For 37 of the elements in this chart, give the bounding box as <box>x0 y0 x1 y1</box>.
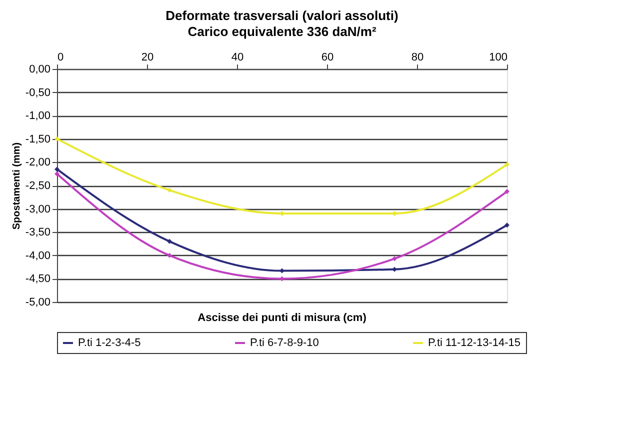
point <box>54 166 60 172</box>
point <box>54 136 60 142</box>
point <box>504 222 510 228</box>
point <box>504 189 510 194</box>
y-tick-label: -3,00 <box>25 203 50 216</box>
point <box>167 252 172 258</box>
legend-label: P.ti 1-2-3-4-5 <box>78 337 141 349</box>
y-tick-label: -1,50 <box>25 133 50 146</box>
point <box>392 266 397 272</box>
x-tick-label: 20 <box>141 52 154 64</box>
y-tick-label: -4,50 <box>25 273 50 286</box>
x-tick-label: 40 <box>231 52 244 64</box>
point <box>54 171 60 176</box>
point <box>392 256 397 262</box>
x-tick-label: 60 <box>321 52 334 64</box>
chart-title: Deformate trasversali (valori assoluti) <box>166 8 398 23</box>
y-tick-label: -3,50 <box>25 226 50 239</box>
y-tick-label: -4,00 <box>25 250 50 262</box>
x-tick-label: 0 <box>58 52 64 64</box>
point <box>280 268 284 274</box>
chart-subtitle: Carico equivalente 336 daN/m² <box>188 24 377 39</box>
y-tick-label: 0,00 <box>29 64 50 76</box>
point <box>504 162 510 168</box>
x-tick-label: 80 <box>411 52 424 64</box>
point <box>167 238 172 244</box>
y-tick-label: -0,50 <box>25 86 50 99</box>
legend-label: P.ti 6-7-8-9-10 <box>250 337 319 349</box>
y-tick-label: -5,00 <box>25 296 50 308</box>
point <box>167 188 172 193</box>
y-tick-label: -1,00 <box>25 110 50 122</box>
y-tick-label: -2,00 <box>25 156 50 169</box>
x-axis-title: Ascisse dei punti di misura (cm) <box>198 312 367 324</box>
x-tick-label: 100 <box>489 52 508 64</box>
point <box>280 276 284 282</box>
legend-label: P.ti 11-12-13-14-15 <box>428 337 521 349</box>
y-tick-label: -2,50 <box>25 180 50 192</box>
y-axis-title: Spostamenti (mm) <box>11 142 22 230</box>
